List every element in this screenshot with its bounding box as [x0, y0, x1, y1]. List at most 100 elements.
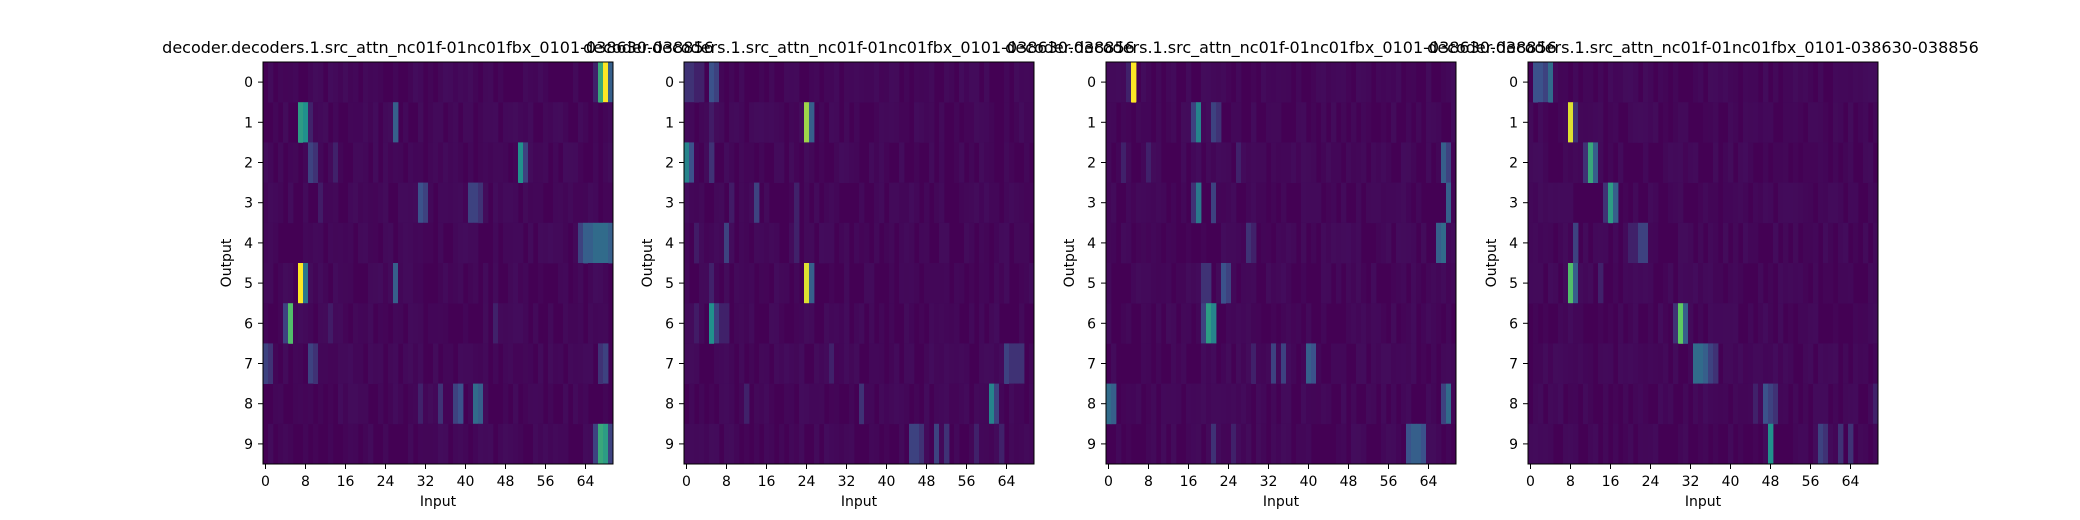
heatmap-cell: [1763, 142, 1769, 183]
heatmap-cell: [979, 263, 985, 304]
heatmap-cell: [428, 142, 434, 183]
heatmap-cell: [603, 383, 609, 425]
heatmap-cell: [969, 102, 975, 143]
heatmap-cell: [603, 222, 609, 264]
heatmap-cell: [603, 263, 609, 304]
heatmap-cell: [518, 263, 524, 304]
heatmap-cell: [794, 263, 800, 304]
heatmap-cell: [1156, 263, 1162, 304]
heatmap-cell: [1818, 423, 1824, 465]
heatmap-cell: [909, 263, 915, 304]
heatmap-cell: [1261, 62, 1267, 103]
heatmap-cell: [1191, 423, 1197, 465]
heatmap-cell: [363, 303, 369, 344]
heatmap-cell: [1226, 423, 1232, 465]
heatmap-cell: [523, 263, 529, 304]
heatmap-cell: [899, 222, 905, 264]
heatmap-cell: [1613, 383, 1619, 425]
heatmap-cell: [984, 142, 990, 183]
heatmap-cell: [1823, 343, 1829, 384]
heatmap-cell: [1351, 263, 1357, 304]
heatmap-cell: [348, 263, 354, 304]
heatmap-cell: [1241, 263, 1247, 304]
heatmap-cell: [834, 383, 840, 425]
heatmap-cell: [1351, 222, 1357, 264]
heatmap-cell: [1543, 343, 1549, 384]
heatmap-cell: [1868, 383, 1874, 425]
heatmap-cell: [804, 182, 810, 224]
heatmap-cell: [764, 222, 770, 264]
heatmap-cell: [1803, 182, 1809, 224]
heatmap-cell: [488, 62, 494, 103]
heatmap-cell: [353, 182, 359, 224]
heatmap-cell: [1321, 222, 1327, 264]
heatmap-cell: [603, 303, 609, 344]
heatmap-cell: [1758, 343, 1764, 384]
heatmap-cell: [1251, 303, 1257, 344]
heatmap-cell: [333, 102, 339, 143]
heatmap-cell: [283, 62, 289, 103]
heatmap-cell: [263, 182, 269, 224]
heatmap-cell: [1738, 263, 1744, 304]
heatmap-cell: [1583, 343, 1589, 384]
heatmap-cell: [1658, 343, 1664, 384]
heatmap-cell: [1276, 142, 1282, 183]
heatmap-cell: [704, 142, 710, 183]
heatmap-cell: [1773, 62, 1779, 103]
heatmap-cell: [588, 343, 594, 384]
heatmap-cell: [478, 142, 484, 183]
heatmap-cell: [608, 142, 614, 183]
heatmap-cell: [709, 142, 715, 183]
heatmap-cell: [739, 182, 745, 224]
heatmap-cell: [1678, 142, 1684, 183]
heatmap-cell: [1451, 182, 1457, 224]
heatmap-cell: [548, 102, 554, 143]
heatmap-cell: [1241, 142, 1247, 183]
heatmap-cell: [884, 222, 890, 264]
heatmap-cell: [293, 383, 299, 425]
heatmap-cell: [1126, 423, 1132, 465]
heatmap-cell: [463, 423, 469, 465]
heatmap-cell: [378, 62, 384, 103]
heatmap-cell: [418, 263, 424, 304]
heatmap-cell: [1818, 343, 1824, 384]
y-tick-label: 5: [1509, 276, 1518, 292]
heatmap-cell: [1773, 222, 1779, 264]
heatmap-cell: [1446, 142, 1452, 183]
heatmap-cell: [1868, 62, 1874, 103]
heatmap-cell: [1111, 222, 1117, 264]
y-tick-label: 3: [1509, 196, 1518, 212]
heatmap-cell: [1226, 343, 1232, 384]
heatmap-cell: [844, 263, 850, 304]
heatmap-cell: [1106, 303, 1112, 344]
heatmap-cell: [598, 303, 604, 344]
heatmap-cell: [1823, 263, 1829, 304]
heatmap-cell: [1798, 182, 1804, 224]
heatmap-cell: [1633, 222, 1639, 264]
heatmap-cell: [1126, 303, 1132, 344]
heatmap-cell: [1411, 343, 1417, 384]
heatmap-cell: [1276, 263, 1282, 304]
heatmap-cell: [864, 263, 870, 304]
heatmap-cell: [323, 263, 329, 304]
heatmap-cell: [438, 102, 444, 143]
heatmap-cell: [1301, 182, 1307, 224]
heatmap-cell: [1643, 383, 1649, 425]
heatmap-cell: [799, 383, 805, 425]
heatmap-cell: [423, 222, 429, 264]
heatmap-cell: [1833, 182, 1839, 224]
heatmap-cell: [1538, 142, 1544, 183]
heatmap-cell: [1863, 303, 1869, 344]
heatmap-cell: [1753, 62, 1759, 103]
heatmap-cell: [1236, 343, 1242, 384]
heatmap-cell: [463, 343, 469, 384]
heatmap-cell: [1206, 343, 1212, 384]
heatmap-cell: [924, 62, 930, 103]
heatmap-cell: [408, 383, 414, 425]
heatmap-cell: [1431, 423, 1437, 465]
heatmap-cell: [1693, 343, 1699, 384]
heatmap-cell: [1451, 222, 1457, 264]
heatmap-cell: [503, 142, 509, 183]
heatmap-cell: [1161, 263, 1167, 304]
heatmap-cell: [1221, 182, 1227, 224]
